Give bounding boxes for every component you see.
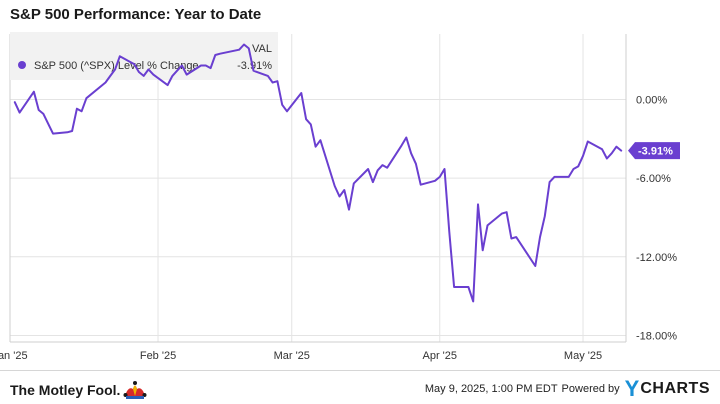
legend-background [10, 32, 278, 80]
tick-labels: 0.00% -6.00% -12.00% -18.00% Jan '25 Feb '25 M… [0, 95, 677, 362]
end-value-badge-text: -3.91% [638, 146, 673, 158]
legend: VAL S&P 500 (^SPX) Level % Change -3.91% [10, 32, 278, 80]
legend-series-swatch [18, 61, 26, 69]
motley-fool-logo: The Motley Fool. [10, 380, 147, 400]
brand-name: The Motley Fool. [10, 382, 121, 398]
footer-timestamp: May 9, 2025, 1:00 PM EDT [424, 383, 558, 395]
series-line [13, 43, 623, 303]
x-tick-label: Feb '25 [140, 350, 176, 362]
x-tick-label: May '25 [564, 350, 602, 362]
y-tick-label: -12.00% [636, 252, 677, 264]
legend-value-header: VAL [252, 43, 272, 55]
footer-powered-by: Powered by [561, 383, 620, 395]
footer-source: May 9, 2025, 1:00 PM EDT Powered by Y CH… [425, 378, 710, 400]
ycharts-logo-text: CHARTS [640, 380, 710, 397]
ycharts-logo: Y CHARTS [625, 378, 710, 400]
end-value-badge: -3.91% [628, 142, 680, 160]
y-tick-label: 0.00% [636, 95, 667, 107]
jester-hat-icon [123, 381, 147, 399]
footer-divider [0, 370, 720, 371]
x-tick-label: Mar '25 [274, 350, 310, 362]
y-tick-label: -18.00% [636, 330, 677, 342]
grid [9, 34, 626, 342]
series-layer [13, 43, 623, 303]
x-tick-label: Apr '25 [423, 350, 458, 362]
chart-area: 0.00% -6.00% -12.00% -18.00% Jan '25 Feb '25 M… [0, 32, 680, 362]
x-tick-label: Jan '25 [0, 350, 28, 362]
y-tick-label: -6.00% [636, 173, 671, 185]
axes [9, 34, 627, 343]
end-value-badge-shape [628, 142, 680, 160]
chart-title: S&P 500 Performance: Year to Date [10, 6, 262, 23]
ycharts-logo-y: Y [624, 376, 640, 401]
legend-series-value: -3.91% [237, 60, 272, 72]
